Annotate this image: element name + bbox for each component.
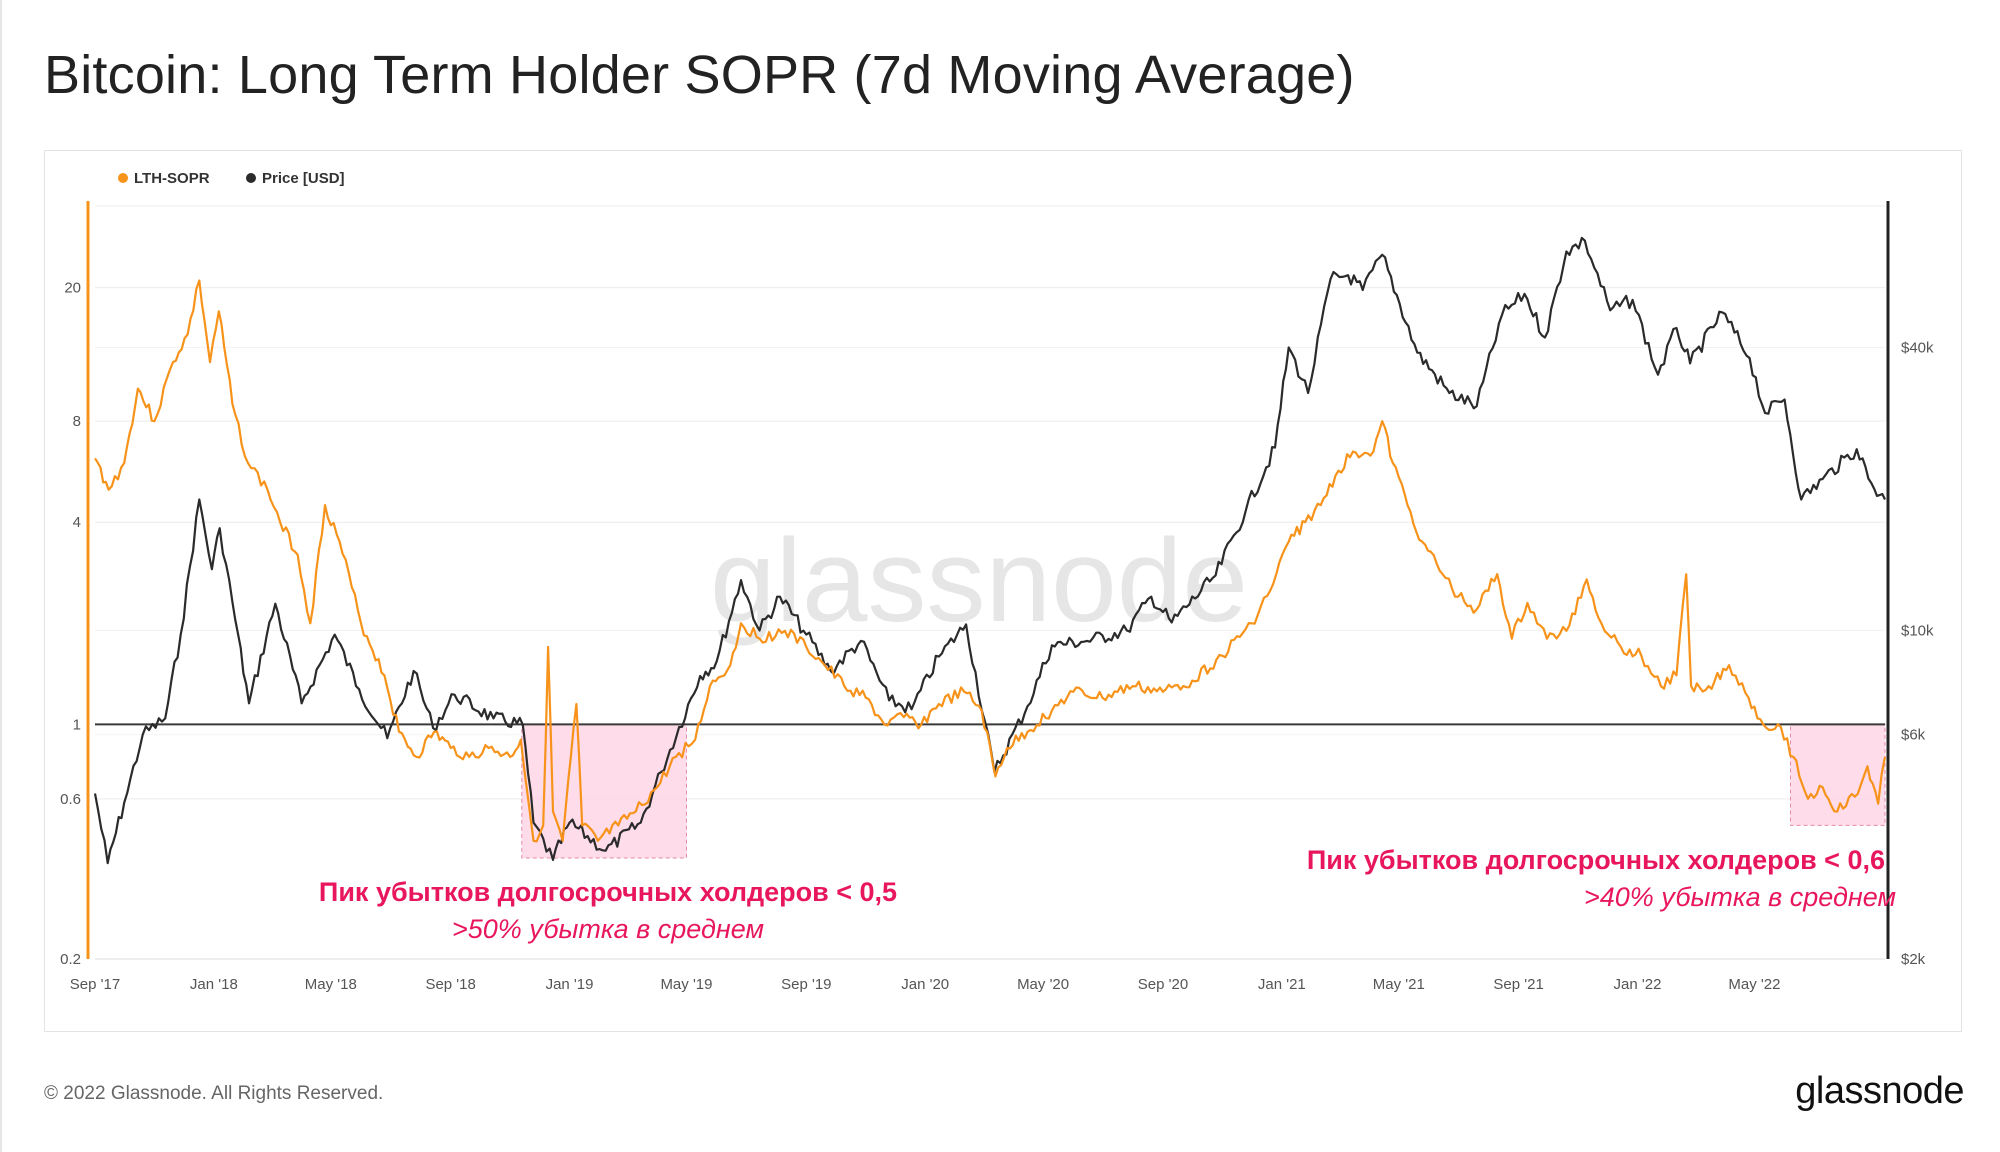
axes: 20 8 4 1 0.6 0.2 $40k $10k $6k $2k Sep '17 Jan '18 M… <box>60 201 1934 993</box>
x-tick-label: Sep '19 <box>781 976 831 993</box>
y-left-tick-label: 0.6 <box>60 791 81 808</box>
annotation-2-title: Пик убытков долгосрочных холдеров < 0,6 <box>1307 845 1885 875</box>
brand-logo: glassnode <box>1795 1070 1964 1112</box>
x-tick-label: May '19 <box>660 976 712 993</box>
y-right-tick-label: $40k <box>1901 339 1934 356</box>
x-tick-label: May '18 <box>305 976 357 993</box>
series-line-lth-sopr <box>94 279 1887 843</box>
highlight-regions <box>521 723 1886 859</box>
x-tick-label: Jan '22 <box>1614 976 1662 993</box>
legend: LTH-SOPR Price [USD] <box>118 170 345 187</box>
page-title: Bitcoin: Long Term Holder SOPR (7d Movin… <box>44 45 1355 105</box>
y-right-tick-label: $10k <box>1901 622 1934 639</box>
annotations: Пик убытков долгосрочных холдеров < 0,5 >… <box>319 845 1896 944</box>
chart-panel: glassnode 20 8 4 1 0.6 0.2 $40k $10k $6k $2k Sep '… <box>44 150 1962 1032</box>
x-tick-label: Jan '18 <box>190 976 238 993</box>
y-left-tick-label: 1 <box>73 716 81 733</box>
legend-label-lth-sopr: LTH-SOPR <box>134 170 210 187</box>
x-tick-label: Jan '19 <box>546 976 594 993</box>
x-tick-label: Sep '20 <box>1138 976 1188 993</box>
highlight-region-1 <box>521 723 687 859</box>
x-tick-label: Jan '21 <box>1258 976 1306 993</box>
y-left-tick-label: 20 <box>64 280 81 297</box>
watermark: glassnode <box>710 515 1248 647</box>
y-right-tick-label: $2k <box>1901 951 1926 968</box>
y-left-tick-label: 0.2 <box>60 951 81 968</box>
chart-svg: glassnode 20 8 4 1 0.6 0.2 $40k $10k $6k $2k Sep '… <box>60 170 1934 993</box>
y-left-tick-label: 4 <box>73 514 81 531</box>
page-left-border <box>0 0 2 1152</box>
x-tick-label: May '22 <box>1728 976 1780 993</box>
series-lines <box>93 236 1887 865</box>
x-tick-label: Sep '18 <box>425 976 475 993</box>
annotation-1-subtitle: >50% убытка в среднем <box>452 914 764 944</box>
legend-swatch-lth-sopr <box>118 173 128 183</box>
x-tick-label: Jan '20 <box>901 976 949 993</box>
legend-swatch-price <box>246 173 256 183</box>
legend-label-price: Price [USD] <box>262 170 345 187</box>
y-right-tick-label: $6k <box>1901 727 1926 744</box>
x-tick-label: May '20 <box>1017 976 1069 993</box>
x-tick-label: Sep '17 <box>70 976 120 993</box>
x-tick-label: Sep '21 <box>1493 976 1543 993</box>
y-left-tick-label: 8 <box>73 413 81 430</box>
annotation-1-title: Пик убытков долгосрочных холдеров < 0,5 <box>319 877 897 907</box>
x-tick-label: May '21 <box>1373 976 1425 993</box>
annotation-2-subtitle: >40% убытка в среднем <box>1584 882 1896 912</box>
copyright: © 2022 Glassnode. All Rights Reserved. <box>44 1083 384 1104</box>
